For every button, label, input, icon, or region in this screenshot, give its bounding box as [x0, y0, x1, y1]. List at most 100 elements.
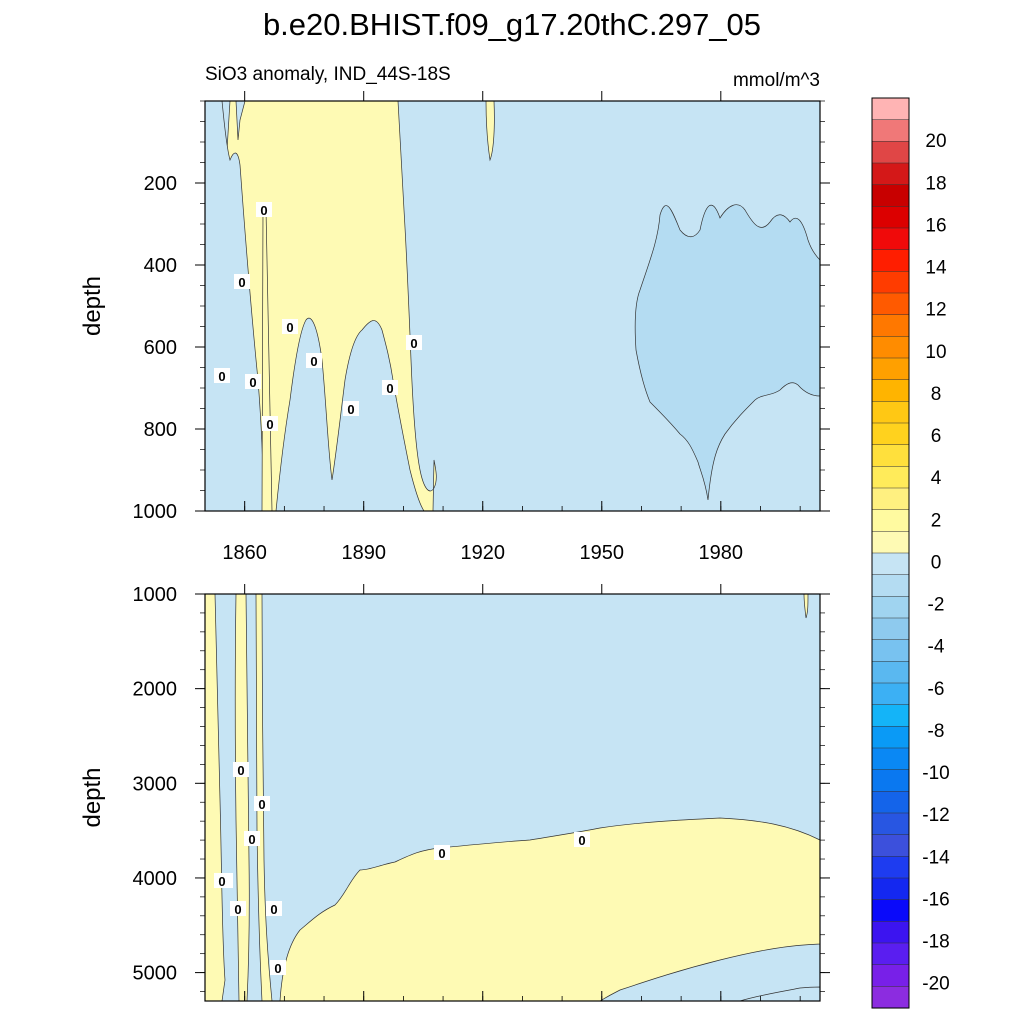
upper-contour-label: 0 — [245, 374, 261, 390]
upper-contour-label: 0 — [343, 401, 359, 417]
upper-ytick-label-200: 200 — [144, 173, 177, 195]
variable-label: SiO3 anomaly, IND_44S-18S — [205, 64, 451, 85]
units-label: mmol/m^3 — [733, 70, 820, 91]
colorbar-label-10: 10 — [925, 342, 946, 363]
upper-positive-strip — [485, 100, 495, 162]
svg-text:0: 0 — [578, 833, 585, 848]
svg-text:0: 0 — [237, 763, 244, 778]
colorbar-swatch — [871, 97, 910, 121]
colorbar-label--16: -16 — [922, 889, 949, 910]
colorbar-swatch — [871, 249, 910, 272]
svg-text:0: 0 — [286, 320, 293, 335]
colorbar-swatch — [871, 227, 910, 251]
colorbar-swatch — [871, 726, 910, 749]
colorbar-swatch — [871, 531, 910, 554]
colorbar-label-4: 4 — [931, 468, 942, 489]
colorbar-swatch — [871, 357, 910, 381]
colorbar-label-14: 14 — [925, 258, 947, 279]
lower-contour-label: 0 — [270, 960, 286, 976]
colorbar-swatch — [871, 617, 910, 641]
lower-contour-label: 0 — [574, 832, 590, 848]
colorbar-swatch — [871, 747, 910, 771]
lower-ytick-label-3000: 3000 — [133, 773, 178, 795]
colorbar: 20181614121086420-2-4-6-8-10-12-14-16-18… — [871, 97, 950, 1009]
colorbar-label-8: 8 — [931, 384, 942, 405]
colorbar-swatch — [871, 336, 910, 359]
lower-contour-label: 0 — [244, 831, 260, 847]
colorbar-label-0: 0 — [931, 552, 942, 573]
upper-panel: 00000000000 1860189019201950198020040060… — [79, 91, 830, 564]
colorbar-swatch — [871, 162, 910, 186]
upper-ytick-label-600: 600 — [144, 337, 177, 359]
upper-contour-label: 0 — [382, 380, 398, 396]
colorbar-swatch — [871, 596, 910, 619]
upper-contour-label: 0 — [262, 416, 278, 432]
svg-text:0: 0 — [347, 402, 354, 417]
colorbar-swatch — [871, 791, 910, 814]
svg-text:0: 0 — [274, 961, 281, 976]
upper-contour-label: 0 — [256, 202, 272, 218]
colorbar-swatch — [871, 314, 910, 337]
upper-xtick-label-1980: 1980 — [699, 542, 744, 564]
svg-text:0: 0 — [310, 354, 317, 369]
colorbar-label-12: 12 — [925, 300, 946, 321]
colorbar-label--6: -6 — [928, 679, 945, 700]
colorbar-swatch — [871, 964, 910, 987]
colorbar-swatch — [871, 704, 910, 727]
colorbar-swatch — [871, 141, 910, 164]
svg-text:0: 0 — [386, 381, 393, 396]
lower-positive-deep-region — [279, 817, 821, 1002]
upper-xtick-label-1920: 1920 — [460, 542, 505, 564]
colorbar-swatch — [871, 574, 910, 597]
upper-ytick-label-1000: 1000 — [133, 501, 178, 523]
svg-text:0: 0 — [258, 797, 265, 812]
svg-text:0: 0 — [234, 902, 241, 917]
colorbar-swatch — [871, 899, 910, 922]
svg-text:0: 0 — [218, 874, 225, 889]
colorbar-swatch — [871, 856, 910, 879]
colorbar-label--14: -14 — [922, 847, 950, 868]
upper-contour-label: 0 — [214, 368, 230, 384]
colorbar-swatch — [871, 769, 910, 792]
colorbar-label--20: -20 — [922, 974, 949, 995]
lower-ytick-label-1000: 1000 — [133, 584, 178, 606]
colorbar-swatch — [871, 444, 910, 467]
lower-contour-label: 0 — [254, 796, 270, 812]
lower-contour-label: 0 — [233, 762, 249, 778]
upper-contour-label: 0 — [306, 353, 322, 369]
svg-text:0: 0 — [218, 369, 225, 384]
colorbar-swatch — [871, 877, 910, 901]
colorbar-swatch — [871, 271, 910, 294]
colorbar-swatch — [871, 487, 910, 511]
lower-contour-label: 0 — [214, 873, 230, 889]
svg-text:0: 0 — [249, 375, 256, 390]
svg-text:0: 0 — [270, 902, 277, 917]
colorbar-swatch — [871, 422, 910, 446]
colorbar-swatch — [871, 119, 910, 142]
colorbar-label-2: 2 — [931, 510, 942, 531]
colorbar-swatch — [871, 206, 910, 229]
colorbar-label--8: -8 — [928, 721, 945, 742]
lower-contour-label: 0 — [434, 845, 450, 861]
svg-text:0: 0 — [248, 832, 255, 847]
lower-ylabel: depth — [79, 767, 106, 827]
lower-ytick-label-2000: 2000 — [133, 679, 178, 701]
upper-xtick-label-1890: 1890 — [341, 542, 386, 564]
colorbar-swatch — [871, 639, 910, 662]
svg-text:0: 0 — [238, 275, 245, 290]
colorbar-frame — [871, 97, 910, 1009]
svg-text:0: 0 — [266, 417, 273, 432]
colorbar-swatch — [871, 682, 910, 706]
colorbar-swatch — [871, 942, 910, 966]
upper-xtick-label-1860: 1860 — [222, 542, 267, 564]
colorbar-swatch — [871, 509, 910, 532]
lower-ytick-label-4000: 4000 — [133, 868, 178, 890]
colorbar-label-6: 6 — [931, 426, 942, 447]
colorbar-label--10: -10 — [922, 763, 949, 784]
colorbar-swatch — [871, 661, 910, 684]
lower-positive-thin-strip — [803, 593, 809, 619]
lower-contour-label: 0 — [266, 901, 282, 917]
colorbar-swatch — [871, 466, 910, 489]
colorbar-swatch — [871, 552, 910, 576]
